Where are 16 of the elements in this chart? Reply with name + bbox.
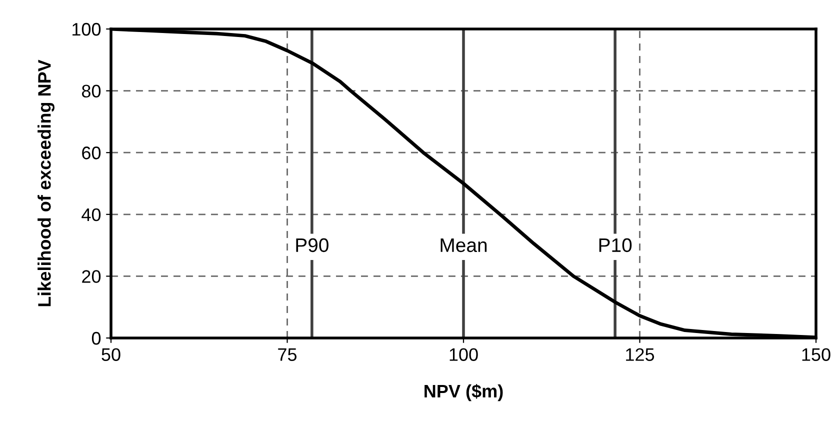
x-tick-label: 150 (802, 348, 830, 361)
y-axis-title: Likelihood of exceeding NPV (38, 60, 54, 306)
ref-line-label: Mean (440, 238, 487, 252)
x-tick-label: 75 (278, 348, 297, 361)
x-tick-label: 50 (102, 348, 120, 361)
ref-line-label: P10 (599, 238, 632, 252)
y-tick-label: 80 (82, 84, 101, 98)
y-tick-label: 100 (72, 22, 101, 36)
y-tick-label: 20 (82, 270, 101, 283)
y-tick-label: 60 (82, 146, 101, 160)
x-tick-label: 100 (450, 348, 478, 361)
ref-line-label: P90 (296, 238, 328, 252)
y-tick-label: 40 (82, 208, 101, 222)
x-tick-label: 125 (626, 348, 654, 361)
x-axis-title: NPV ($m) (424, 384, 503, 402)
y-tick-label: 0 (92, 332, 101, 345)
